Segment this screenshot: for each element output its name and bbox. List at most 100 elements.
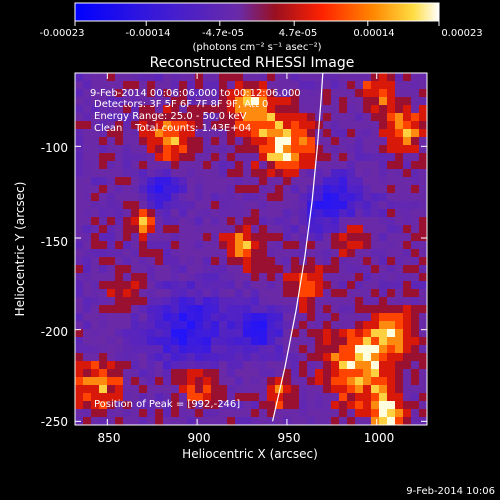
heatmap-cell xyxy=(251,145,260,154)
heatmap-cell xyxy=(83,329,92,338)
heatmap-cell xyxy=(331,201,340,210)
heatmap-cell xyxy=(99,193,108,202)
heatmap-cell xyxy=(115,337,124,346)
y-tick-label: -200 xyxy=(41,325,68,339)
heatmap-cell xyxy=(339,241,348,250)
heatmap-cell xyxy=(299,353,308,362)
heatmap-cell xyxy=(227,329,236,338)
heatmap-cell xyxy=(243,353,252,362)
heatmap-cell xyxy=(211,369,220,378)
heatmap-cell xyxy=(195,297,204,306)
heatmap-cell xyxy=(139,401,148,410)
heatmap-cell xyxy=(235,225,244,234)
heatmap-cell xyxy=(411,401,420,410)
heatmap-cell xyxy=(299,361,308,370)
heatmap-cell xyxy=(251,337,260,346)
heatmap-cell xyxy=(243,265,252,274)
heatmap-cell xyxy=(355,113,364,122)
heatmap-cell xyxy=(219,337,228,346)
heatmap-cell xyxy=(235,281,244,290)
heatmap-cell xyxy=(227,73,236,82)
heatmap-cell xyxy=(107,97,116,106)
heatmap-cell xyxy=(219,361,228,370)
heatmap-cell xyxy=(259,153,268,162)
heatmap-cell xyxy=(83,257,92,266)
heatmap-cell xyxy=(347,353,356,362)
heatmap-cell xyxy=(115,193,124,202)
heatmap-cell xyxy=(131,281,140,290)
heatmap-cell xyxy=(107,265,116,274)
heatmap-cell xyxy=(219,241,228,250)
heatmap-cell xyxy=(171,329,180,338)
heatmap-cell xyxy=(395,81,404,90)
heatmap-cell xyxy=(107,361,116,370)
heatmap-cell xyxy=(267,281,276,290)
heatmap-cell xyxy=(139,417,148,425)
heatmap-cell xyxy=(355,121,364,130)
heatmap-cell xyxy=(187,161,196,170)
heatmap-cell xyxy=(371,369,380,378)
heatmap-cell xyxy=(243,209,252,218)
heatmap-cell xyxy=(403,201,412,210)
heatmap-cell xyxy=(203,297,212,306)
heatmap-cell xyxy=(363,225,372,234)
heatmap-cell xyxy=(219,137,228,146)
heatmap-cell xyxy=(83,225,92,234)
heatmap-cell xyxy=(179,409,188,418)
heatmap-cell xyxy=(195,169,204,178)
heatmap-cell xyxy=(75,345,84,354)
colorbar-tick-label: 0.00014 xyxy=(353,28,394,39)
heatmap-cell xyxy=(331,409,340,418)
heatmap-cell xyxy=(299,209,308,218)
heatmap-cell xyxy=(331,225,340,234)
heatmap-cell xyxy=(363,177,372,186)
heatmap-cell xyxy=(331,185,340,194)
heatmap-cell xyxy=(187,241,196,250)
heatmap-cell xyxy=(203,209,212,218)
heatmap-cell xyxy=(131,241,140,250)
heatmap-cell xyxy=(347,73,356,82)
heatmap-cell xyxy=(347,169,356,178)
heatmap-cell xyxy=(323,361,332,370)
heatmap-cell xyxy=(315,329,324,338)
heatmap-cell xyxy=(291,209,300,218)
heatmap-cell xyxy=(131,361,140,370)
heatmap-cell xyxy=(339,353,348,362)
heatmap-cell xyxy=(235,345,244,354)
heatmap-cell xyxy=(275,297,284,306)
heatmap-cell xyxy=(99,257,108,266)
heatmap-cell xyxy=(419,369,427,378)
heatmap-cell xyxy=(147,145,156,154)
heatmap-cell xyxy=(99,113,108,122)
heatmap-cell xyxy=(99,121,108,130)
heatmap-cell xyxy=(251,401,260,410)
heatmap-cell xyxy=(163,305,172,314)
heatmap-cell xyxy=(123,401,132,410)
heatmap-cell xyxy=(211,249,220,258)
heatmap-cell xyxy=(187,257,196,266)
heatmap-cell xyxy=(387,273,396,282)
heatmap-cell xyxy=(339,105,348,114)
heatmap-cell xyxy=(307,225,316,234)
heatmap-cell xyxy=(171,249,180,258)
heatmap-cell xyxy=(323,257,332,266)
heatmap-cell xyxy=(203,345,212,354)
heatmap-cell xyxy=(307,345,316,354)
heatmap-cell xyxy=(315,305,324,314)
heatmap-cell xyxy=(259,289,268,298)
heatmap-cell xyxy=(395,201,404,210)
heatmap-cell xyxy=(267,129,276,138)
heatmap-cell xyxy=(99,329,108,338)
heatmap-cell xyxy=(307,169,316,178)
heatmap-cell xyxy=(99,177,108,186)
heatmap-cell xyxy=(163,361,172,370)
heatmap-cell xyxy=(187,385,196,394)
heatmap-cell xyxy=(379,281,388,290)
heatmap-cell xyxy=(163,393,172,402)
heatmap-cell xyxy=(283,369,292,378)
heatmap-cell xyxy=(243,273,252,282)
heatmap-cell xyxy=(115,89,124,98)
heatmap-cell xyxy=(211,89,220,98)
heatmap-cell xyxy=(83,345,92,354)
heatmap-cell xyxy=(187,105,196,114)
